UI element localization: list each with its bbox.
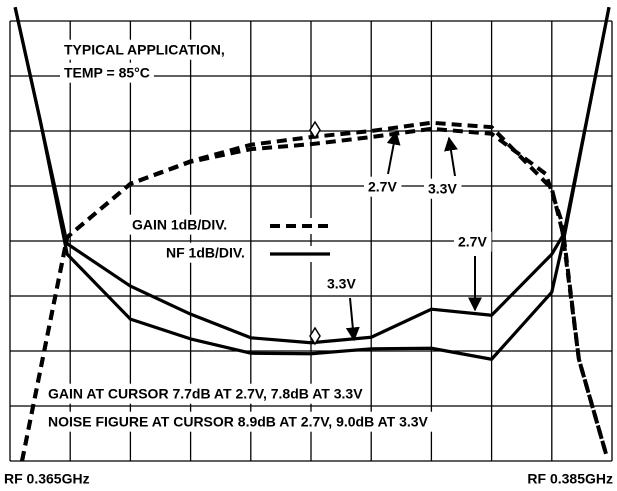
- annotation-bg: [44, 411, 433, 432]
- legend-label: GAIN 1dB/DIV.: [132, 217, 227, 233]
- annotation-bg: [454, 231, 492, 252]
- legend-label-bg: [128, 214, 232, 235]
- annotation-bg: [364, 176, 402, 197]
- annotation: GAIN AT CURSOR 7.7dB AT 2.7V, 7.8dB AT 3…: [48, 386, 363, 402]
- legend-label: NF 1dB/DIV.: [166, 245, 245, 261]
- annotation-arrow: [386, 130, 401, 175]
- annotation: NOISE FIGURE AT CURSOR 8.9dB AT 2.7V, 9.…: [48, 414, 429, 430]
- annotation-arrow: [345, 297, 360, 342]
- series-line: [13, 6, 611, 361]
- x-tick-label: RF 0.365GHz: [4, 471, 90, 487]
- series-line: [20, 120, 608, 462]
- annotation-bg: [424, 178, 462, 199]
- annotation: 2.7V: [368, 179, 397, 195]
- annotation: 3.3V: [428, 181, 457, 197]
- cursor-marker: [309, 326, 321, 346]
- legend-key-bg: [266, 218, 334, 234]
- annotation: 3.3V: [327, 276, 356, 292]
- series-line: [20, 126, 608, 462]
- annotation: 2.7V: [458, 234, 487, 250]
- chart-subtitle: TEMP = 85°C: [64, 65, 150, 81]
- series-line: [13, 6, 611, 345]
- legend-label-bg: [162, 242, 249, 263]
- annotation-arrow: [444, 136, 458, 177]
- annotation-bg: [44, 383, 368, 404]
- x-tick-label: RF 0.385GHz: [527, 471, 613, 487]
- chart-subtitle-bg: [60, 62, 154, 83]
- cursor-marker: [309, 120, 321, 140]
- chart-title-bg: [60, 39, 229, 60]
- annotation-bg: [323, 273, 361, 294]
- chart-title: TYPICAL APPLICATION,: [64, 42, 225, 58]
